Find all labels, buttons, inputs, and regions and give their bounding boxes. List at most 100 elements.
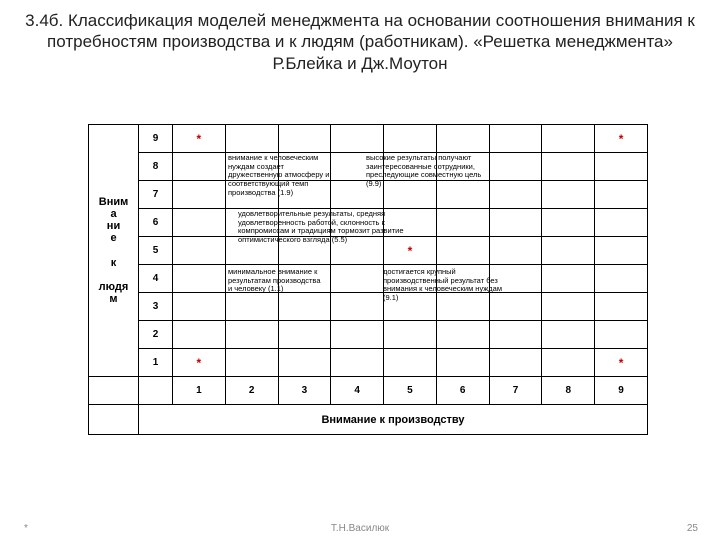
- cell: [542, 349, 595, 377]
- cell: [278, 237, 331, 265]
- footer-author: Т.Н.Василюк: [0, 523, 720, 534]
- cell: [331, 265, 384, 293]
- cell: [595, 209, 648, 237]
- cell: [278, 349, 331, 377]
- cell: [489, 181, 542, 209]
- cell: [436, 237, 489, 265]
- cell: [173, 209, 226, 237]
- cell: [542, 293, 595, 321]
- blank: [139, 377, 173, 405]
- cell: [225, 349, 278, 377]
- cell: *: [384, 237, 437, 265]
- asterisk-icon: *: [408, 244, 413, 258]
- cell: [225, 153, 278, 181]
- cell: [384, 125, 437, 153]
- col-label: 7: [489, 377, 542, 405]
- cell: [595, 321, 648, 349]
- cell: [225, 125, 278, 153]
- management-grid: Вним а ни е к людя м 9 * * 8: [88, 124, 648, 435]
- cell: [542, 125, 595, 153]
- row-label: 8: [139, 153, 173, 181]
- footer-star: *: [24, 523, 28, 534]
- cell: [225, 293, 278, 321]
- row-label: 3: [139, 293, 173, 321]
- cell: *: [173, 125, 226, 153]
- cell: [225, 321, 278, 349]
- cell: [331, 181, 384, 209]
- cell: [173, 237, 226, 265]
- cell: [595, 181, 648, 209]
- cell: [173, 153, 226, 181]
- col-label: 8: [542, 377, 595, 405]
- cell: [278, 153, 331, 181]
- cell: [436, 265, 489, 293]
- cell: [595, 293, 648, 321]
- cell: [331, 293, 384, 321]
- cell: [436, 293, 489, 321]
- cell: [489, 125, 542, 153]
- cell: [278, 209, 331, 237]
- cell: [436, 321, 489, 349]
- blank: [89, 405, 139, 435]
- col-label: 1: [173, 377, 226, 405]
- asterisk-icon: *: [197, 356, 202, 370]
- cell: [436, 181, 489, 209]
- row-label: 2: [139, 321, 173, 349]
- cell: [489, 153, 542, 181]
- cell: *: [595, 349, 648, 377]
- row-label: 1: [139, 349, 173, 377]
- cell: [489, 321, 542, 349]
- cell: [384, 153, 437, 181]
- cell: [384, 209, 437, 237]
- cell: [278, 321, 331, 349]
- row-label: 7: [139, 181, 173, 209]
- cell: [278, 181, 331, 209]
- cell: *: [595, 125, 648, 153]
- y-axis-label: Вним а ни е к людя м: [89, 125, 139, 377]
- blank: [89, 377, 139, 405]
- cell: [595, 237, 648, 265]
- cell: [542, 237, 595, 265]
- asterisk-icon: *: [619, 356, 624, 370]
- asterisk-icon: *: [619, 132, 624, 146]
- cell: [278, 125, 331, 153]
- cell: [489, 265, 542, 293]
- cell: [595, 153, 648, 181]
- cell: [384, 321, 437, 349]
- cell: [384, 349, 437, 377]
- slide-title: 3.4б. Классификация моделей менеджмента …: [0, 0, 720, 80]
- cell: [489, 209, 542, 237]
- cell: [542, 153, 595, 181]
- cell: [278, 293, 331, 321]
- row-label: 9: [139, 125, 173, 153]
- col-label: 9: [595, 377, 648, 405]
- cell: [331, 321, 384, 349]
- cell: [173, 321, 226, 349]
- cell: [542, 181, 595, 209]
- cell: [278, 265, 331, 293]
- cell: [489, 237, 542, 265]
- cell: [384, 181, 437, 209]
- cell: [331, 153, 384, 181]
- cell: [436, 153, 489, 181]
- row-label: 6: [139, 209, 173, 237]
- cell: [173, 265, 226, 293]
- col-label: 6: [436, 377, 489, 405]
- cell: [225, 181, 278, 209]
- col-label: 4: [331, 377, 384, 405]
- col-label: 3: [278, 377, 331, 405]
- cell: [331, 209, 384, 237]
- row-label: 4: [139, 265, 173, 293]
- cell: [542, 209, 595, 237]
- cell: [384, 293, 437, 321]
- cell: [595, 265, 648, 293]
- cell: [436, 125, 489, 153]
- asterisk-icon: *: [197, 132, 202, 146]
- cell: [542, 321, 595, 349]
- cell: [489, 349, 542, 377]
- col-label: 5: [384, 377, 437, 405]
- grid-table: Вним а ни е к людя м 9 * * 8: [88, 124, 648, 435]
- footer-page: 25: [687, 523, 698, 534]
- cell: *: [173, 349, 226, 377]
- cell: [542, 265, 595, 293]
